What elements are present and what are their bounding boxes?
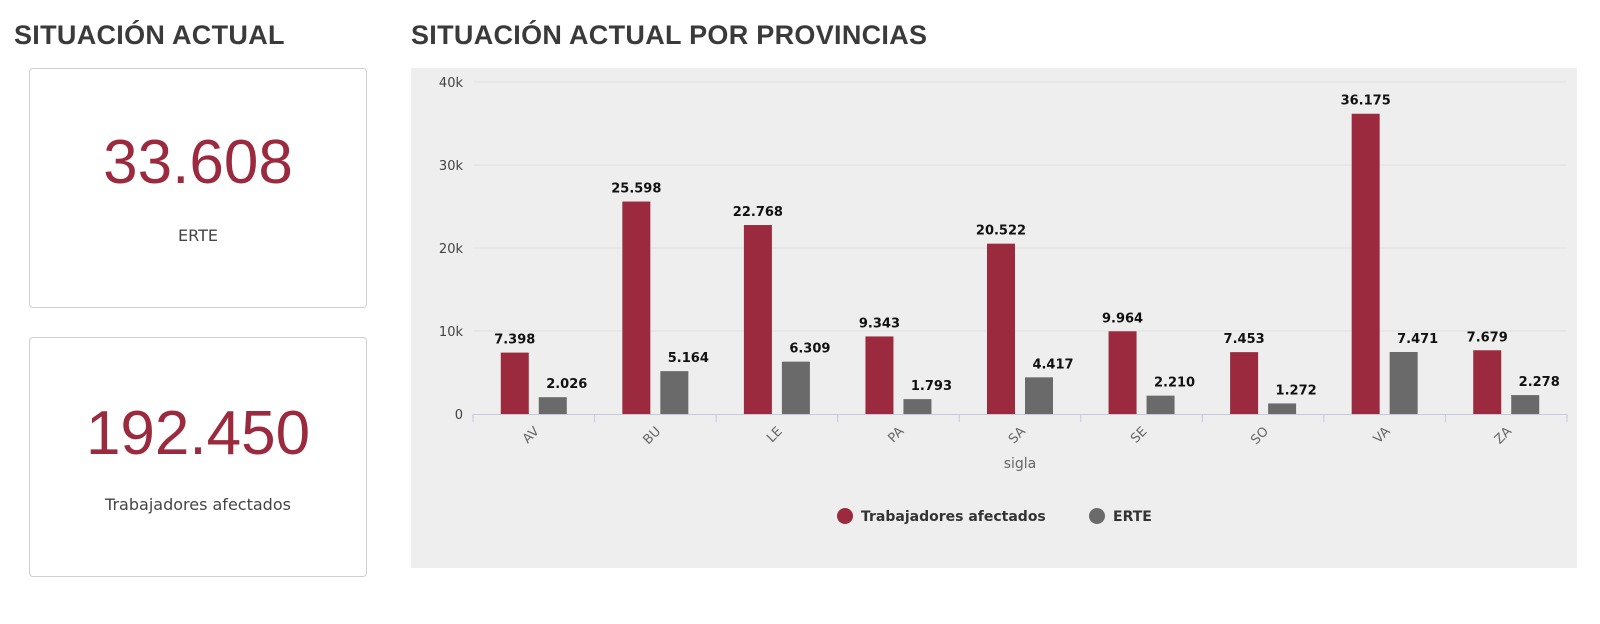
- x-tick-label-pa: PA: [885, 424, 907, 446]
- bar-erte-le[interactable]: [781, 361, 810, 414]
- legend-erte-label[interactable]: ERTE: [1113, 509, 1152, 525]
- provinces-situation-title: SITUACIÓN ACTUAL POR PROVINCIAS: [411, 20, 928, 50]
- workers-kpi-value: 192.450: [85, 399, 311, 468]
- data-label-erte: 5.164: [668, 351, 709, 366]
- erte-kpi-card: 33.608 ERTE: [29, 68, 367, 308]
- data-label-trabajadores: 20.522: [976, 224, 1026, 239]
- bar-erte-pa[interactable]: [903, 399, 932, 414]
- x-tick-label-za: ZA: [1492, 424, 1515, 447]
- current-situation-title: SITUACIÓN ACTUAL: [14, 20, 285, 50]
- y-tick-label: 10k: [439, 325, 464, 340]
- bar-trabajadores-za[interactable]: [1473, 350, 1502, 414]
- workers-kpi-label: Trabajadores afectados: [105, 495, 291, 514]
- data-label-trabajadores: 7.679: [1467, 330, 1508, 345]
- bar-trabajadores-pa[interactable]: [865, 336, 894, 414]
- bar-trabajadores-bu[interactable]: [622, 201, 651, 414]
- chart-canvas: 0 10k 20k 30k 40k 7.398 2.026 AV 25.598 5.164 BU 22…: [439, 76, 1568, 525]
- bar-erte-se[interactable]: [1146, 395, 1175, 414]
- x-tick-label-av: AV: [520, 424, 543, 447]
- y-tick-label: 30k: [439, 159, 464, 174]
- x-axis-title: sigla: [1004, 456, 1037, 472]
- data-label-erte: 2.278: [1519, 375, 1560, 390]
- bar-trabajadores-so[interactable]: [1230, 352, 1259, 414]
- y-tick-label: 0: [455, 408, 463, 423]
- erte-kpi-value: 33.608: [103, 128, 293, 197]
- data-label-erte: 1.793: [911, 379, 952, 394]
- data-label-erte: 7.471: [1397, 332, 1438, 347]
- data-label-trabajadores: 25.598: [611, 182, 661, 197]
- bar-trabajadores-se[interactable]: [1108, 331, 1137, 414]
- x-tick-label-le: LE: [764, 424, 786, 446]
- legend-erte-marker[interactable]: [1089, 508, 1105, 524]
- workers-kpi-card: 192.450 Trabajadores afectados: [29, 337, 367, 577]
- provinces-bar-chart: 0 10k 20k 30k 40k 7.398 2.026 AV 25.598 5.164 BU 22…: [411, 68, 1577, 568]
- data-label-trabajadores: 36.175: [1341, 94, 1391, 109]
- data-label-trabajadores: 9.964: [1102, 311, 1143, 326]
- legend-trabajadores-marker[interactable]: [837, 508, 853, 524]
- bar-erte-bu[interactable]: [660, 371, 689, 414]
- erte-kpi-label: ERTE: [178, 226, 218, 245]
- data-label-trabajadores: 7.398: [494, 333, 535, 348]
- bar-erte-va[interactable]: [1389, 351, 1418, 414]
- x-tick-label-so: SO: [1248, 424, 1272, 448]
- bar-trabajadores-va[interactable]: [1351, 113, 1380, 414]
- x-tick-label-sa: SA: [1006, 424, 1029, 447]
- bar-trabajadores-le[interactable]: [743, 225, 772, 414]
- data-label-trabajadores: 7.453: [1224, 332, 1265, 347]
- bar-erte-so[interactable]: [1268, 403, 1297, 414]
- y-tick-label: 20k: [439, 242, 464, 257]
- data-label-erte: 6.309: [789, 342, 830, 357]
- data-label-erte: 2.210: [1154, 376, 1195, 391]
- y-tick-label: 40k: [439, 76, 464, 91]
- data-label-erte: 1.272: [1276, 383, 1317, 398]
- x-tick-label-se: SE: [1128, 424, 1150, 446]
- bar-erte-sa[interactable]: [1025, 377, 1053, 414]
- data-label-trabajadores: 9.343: [859, 316, 900, 331]
- bar-trabajadores-av[interactable]: [500, 352, 529, 414]
- x-tick-label-va: VA: [1371, 424, 1394, 447]
- bar-erte-av[interactable]: [538, 397, 567, 414]
- data-label-erte: 4.417: [1032, 357, 1073, 372]
- legend-trabajadores-label[interactable]: Trabajadores afectados: [861, 509, 1046, 525]
- data-label-erte: 2.026: [546, 377, 587, 392]
- bar-erte-za[interactable]: [1511, 395, 1540, 414]
- x-tick-label-bu: BU: [641, 424, 665, 448]
- data-label-trabajadores: 22.768: [733, 205, 783, 220]
- bar-trabajadores-sa[interactable]: [987, 243, 1015, 414]
